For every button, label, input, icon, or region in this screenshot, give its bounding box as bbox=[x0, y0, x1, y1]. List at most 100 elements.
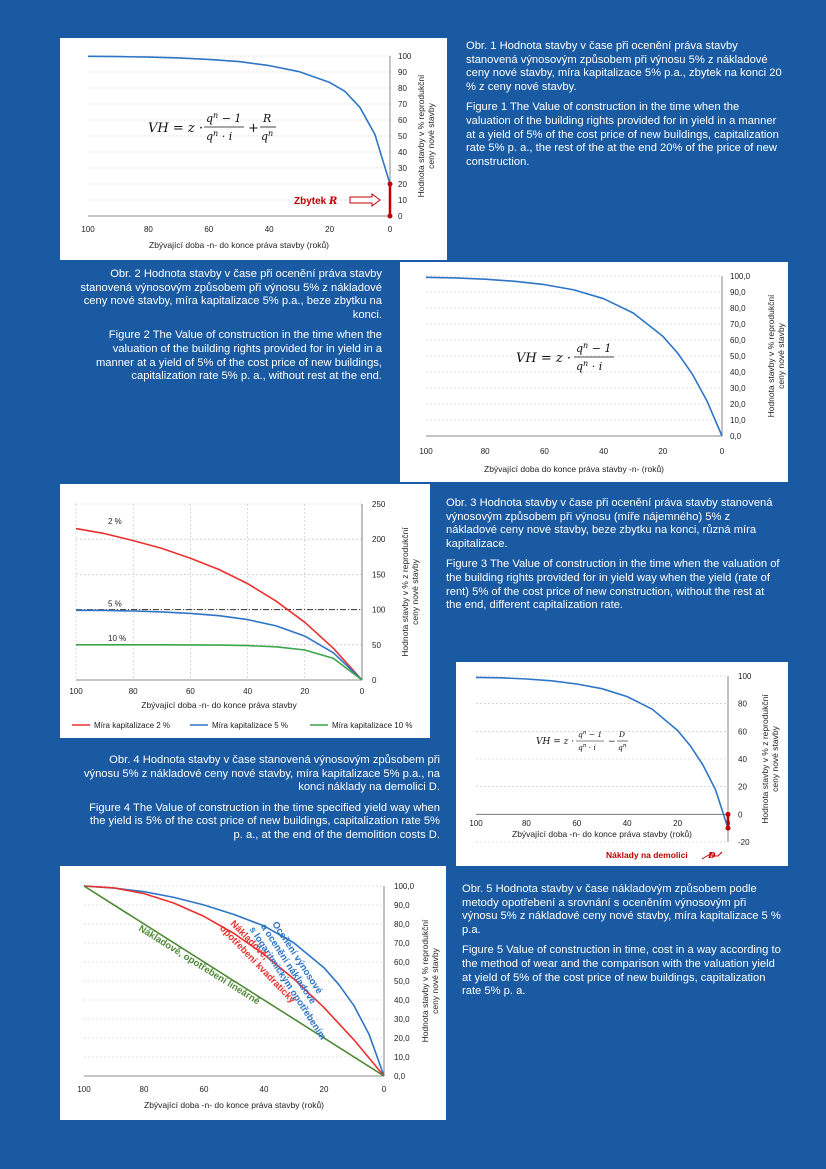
y-tick-label: 30,0 bbox=[730, 384, 746, 393]
figure-4-chart: -20020406080100100806040200Zbývající dob… bbox=[469, 672, 780, 861]
x-axis-label: Zbývající doba -n- do konce práva stavby bbox=[141, 700, 297, 710]
figure-2-caption: Obr. 2 Hodnota stavby v čase při ocenění… bbox=[80, 268, 382, 391]
figure-1-chart: 0 10 20 30 40 50 60 70 80 90 100 100 80 60 40 20 0 Zbývaj… bbox=[81, 52, 436, 250]
x-axis-label: Zbývající doba -n- do konce práva stavby… bbox=[149, 240, 329, 250]
y-tick-label: 20,0 bbox=[394, 1034, 410, 1043]
figure-2-panel: 0,0 10,0 20,0 30,0 40,0 50,0 60,0 70,0 80,0 90,0 1… bbox=[400, 262, 788, 482]
svg-text:R: R bbox=[262, 112, 271, 125]
x-tick-label: 40 bbox=[243, 687, 252, 696]
demolition-annotation: Náklady na demolici D bbox=[606, 850, 716, 861]
figure-3-caption: Obr. 3 Hodnota stavby v čase při ocenění… bbox=[446, 497, 782, 620]
x-tick-label: 100 bbox=[77, 1085, 91, 1094]
svg-text:D: D bbox=[618, 730, 625, 739]
figure-3-caption-en: Figure 3 The Value of construction in th… bbox=[446, 558, 780, 612]
x-tick-label: 80 bbox=[481, 447, 490, 456]
x-tick-label: 0 bbox=[360, 687, 365, 696]
svg-text:+: + bbox=[248, 121, 259, 136]
y-tick-label: 0,0 bbox=[394, 1072, 406, 1081]
y-axis-label: Hodnota stavby v % reprodukčníceny nové … bbox=[416, 74, 436, 197]
figure-2-caption-cz: Obr. 2 Hodnota stavby v čase při ocenění… bbox=[80, 268, 382, 321]
y-tick-label: 50 bbox=[398, 132, 407, 141]
y-tick-label: 90,0 bbox=[730, 288, 746, 297]
figure-4-panel: -20020406080100100806040200Zbývající dob… bbox=[456, 662, 788, 866]
x-tick-label: 60 bbox=[200, 1085, 209, 1094]
x-tick-label: 0 bbox=[388, 225, 393, 234]
y-tick-label: 150 bbox=[372, 570, 386, 579]
figure-2-caption-en: Figure 2 The Value of construction in th… bbox=[95, 329, 382, 383]
series-label: 5 % bbox=[108, 599, 122, 608]
y-tick-label: 40 bbox=[738, 755, 747, 764]
x-tick-label: 60 bbox=[186, 687, 195, 696]
x-tick-label: 40 bbox=[260, 1085, 269, 1094]
y-tick-label: 0 bbox=[372, 676, 377, 685]
y-tick-label: 80,0 bbox=[394, 920, 410, 929]
figure-5-chart: 0,0 10,0 20,0 30,0 40,0 50,0 60,0 70,0 80,0 90,0 1… bbox=[77, 882, 440, 1110]
fig4-series-line-1 bbox=[475, 676, 729, 829]
y-tick-label: 10 bbox=[398, 196, 407, 205]
y-tick-label: 250 bbox=[372, 500, 386, 509]
legend-label: Míra kapitalizace 10 % bbox=[332, 721, 412, 730]
svg-text:qn: qn bbox=[261, 129, 273, 144]
fig3-series-line-1 bbox=[75, 527, 363, 681]
figure-4-caption-en: Figure 4 The Value of construction in th… bbox=[89, 801, 440, 841]
y-tick-label: 60 bbox=[738, 727, 747, 736]
x-tick-label: 0 bbox=[382, 1085, 387, 1094]
figure-1-caption-en: Figure 1 The Value of construction in th… bbox=[466, 101, 779, 168]
rest-annotation: Zbytek R bbox=[294, 196, 337, 207]
x-tick-label: 20 bbox=[325, 225, 334, 234]
x-tick-label: 20 bbox=[320, 1085, 329, 1094]
y-tick-label: 60,0 bbox=[730, 336, 746, 345]
svg-text:qn − 1: qn − 1 bbox=[206, 111, 241, 126]
rest-marker bbox=[387, 181, 393, 187]
x-tick-label: 0 bbox=[720, 447, 725, 456]
figure-2-equation: VH = z · qn − 1 qn · i bbox=[516, 341, 614, 373]
y-tick-label: 40,0 bbox=[730, 368, 746, 377]
y-tick-label: 80 bbox=[738, 700, 747, 709]
x-tick-label: 100 bbox=[469, 819, 483, 828]
y-tick-label: 30 bbox=[398, 164, 407, 173]
demolition-marker bbox=[725, 811, 731, 817]
fig5-series-line-1 bbox=[83, 885, 385, 1077]
figure-5-caption-cz: Obr. 5 Hodnota stavby v čase nákladovým … bbox=[462, 883, 781, 936]
arrow-icon bbox=[349, 193, 381, 207]
x-tick-label: 60 bbox=[204, 225, 213, 234]
svg-text:−: − bbox=[608, 737, 616, 747]
y-tick-label: 0,0 bbox=[730, 432, 742, 441]
y-tick-label: 0 bbox=[738, 810, 743, 819]
figure-4-caption-cz: Obr. 4 Hodnota stavby v čase stanovená v… bbox=[83, 754, 440, 794]
x-tick-label: 20 bbox=[673, 819, 682, 828]
svg-text:qn − 1: qn − 1 bbox=[578, 730, 602, 739]
y-tick-label: 90 bbox=[398, 68, 407, 77]
figure-1-caption: Obr. 1 Hodnota stavby v čase při ocenění… bbox=[466, 40, 784, 176]
y-tick-label: 80,0 bbox=[730, 304, 746, 313]
fig3-series-line-2 bbox=[75, 609, 363, 681]
figure-5-caption: Obr. 5 Hodnota stavby v čase nákladovým … bbox=[462, 883, 782, 1006]
svg-text:VH = z ·: VH = z · bbox=[516, 351, 571, 366]
fig1-series-line-1 bbox=[87, 55, 391, 185]
fig2-plot: 0,0 10,0 20,0 30,0 40,0 50,0 60,0 70,0 80,0 90,0 1… bbox=[419, 272, 786, 474]
y-tick-label: 20,0 bbox=[730, 400, 746, 409]
y-tick-label: -20 bbox=[738, 838, 750, 847]
x-tick-label: 20 bbox=[658, 447, 667, 456]
y-tick-label: 50,0 bbox=[394, 977, 410, 986]
figure-2-chart: 0,0 10,0 20,0 30,0 40,0 50,0 60,0 70,0 80,0 90,0 1… bbox=[419, 272, 786, 474]
figure-4-equation: VH = z · qn − 1 qn · i − D qn bbox=[536, 730, 628, 752]
x-tick-label: 40 bbox=[599, 447, 608, 456]
svg-text:VH = z ·: VH = z · bbox=[536, 737, 574, 747]
x-tick-label: 40 bbox=[623, 819, 632, 828]
x-tick-label: 80 bbox=[129, 687, 138, 696]
y-tick-label: 80 bbox=[398, 84, 407, 93]
y-axis-label: Hodnota stavby v % z reprodukčníceny nov… bbox=[400, 527, 420, 657]
x-tick-label: 80 bbox=[522, 819, 531, 828]
legend-label: Míra kapitalizace 2 % bbox=[94, 721, 170, 730]
x-tick-label: 100 bbox=[81, 225, 95, 234]
y-tick-label: 30,0 bbox=[394, 1015, 410, 1024]
y-axis-label: Hodnota stavby v % z reprodukčníceny nov… bbox=[760, 694, 780, 824]
y-tick-label: 50 bbox=[372, 641, 381, 650]
figure-1-equation: VH = z · qn − 1 qn · i + R qn bbox=[148, 111, 276, 144]
x-axis-label: Zbývající doba do konce práva stavby -n-… bbox=[484, 464, 664, 474]
y-tick-label: 100 bbox=[738, 672, 752, 681]
y-tick-label: 90,0 bbox=[394, 901, 410, 910]
svg-text:VH = z ·: VH = z · bbox=[148, 121, 203, 136]
